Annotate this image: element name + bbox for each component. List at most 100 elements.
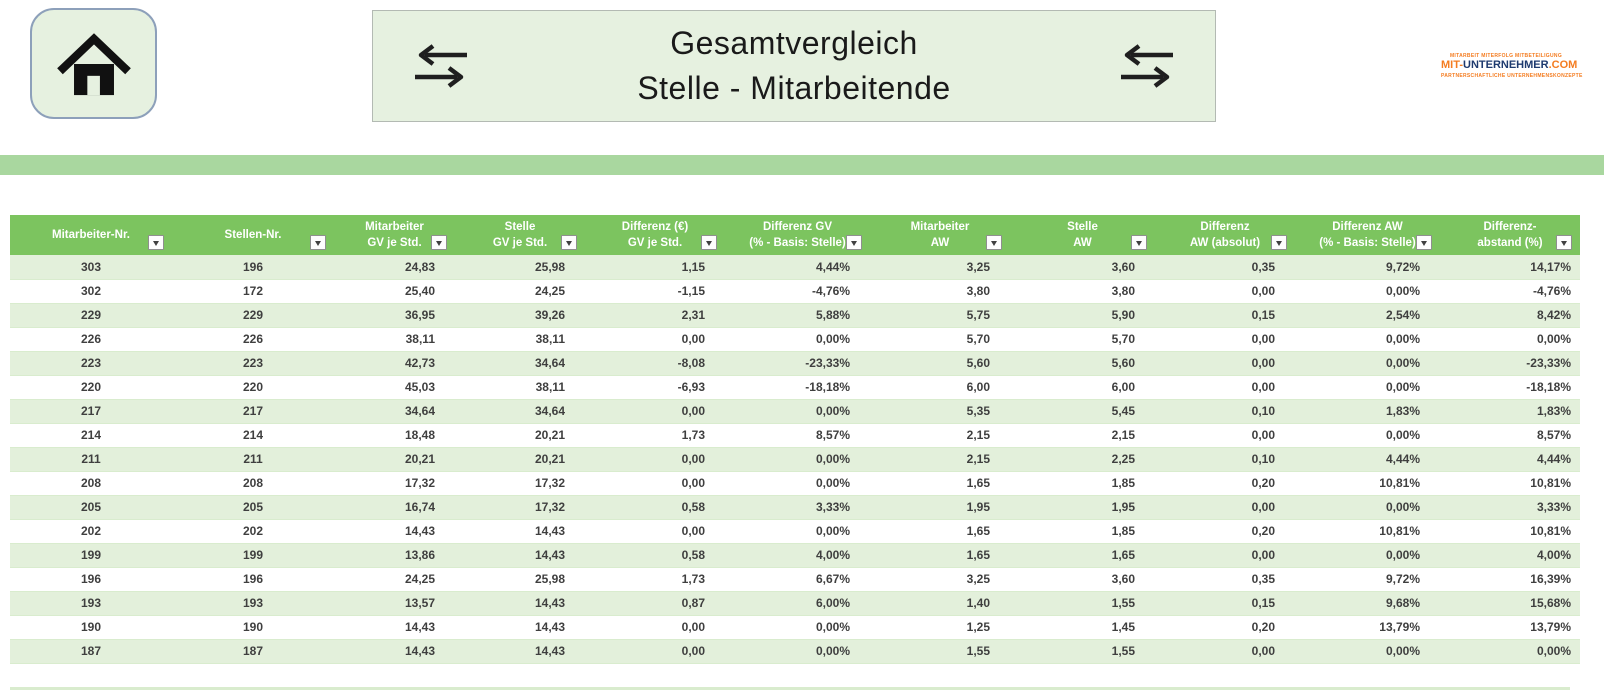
- cell-mitarbeiter-aw[interactable]: 3,25: [966, 259, 990, 274]
- cell-differenz-eur-gv[interactable]: 0,58: [681, 548, 705, 562]
- cell-differenz-gv-pct[interactable]: 0,00%: [815, 452, 850, 466]
- cell-stellen-nr[interactable]: 229: [242, 308, 264, 322]
- cell-differenz-gv-pct[interactable]: 0,00%: [815, 644, 850, 658]
- cell-differenz-eur-gv[interactable]: 2,31: [681, 308, 705, 322]
- cell-stelle-aw[interactable]: 2,25: [1111, 452, 1135, 466]
- cell-mitarbeiter-nr[interactable]: 193: [80, 596, 102, 610]
- cell-differenz-aw-absolut[interactable]: 0,00: [1251, 332, 1275, 346]
- filter-dropdown-stellen-nr[interactable]: [310, 235, 326, 250]
- cell-mitarbeiter-gv[interactable]: 14,43: [404, 644, 435, 658]
- cell-differenz-aw-absolut[interactable]: 0,00: [1251, 428, 1275, 442]
- cell-mitarbeiter-nr[interactable]: 208: [80, 476, 102, 490]
- cell-mitarbeiter-gv[interactable]: 18,48: [404, 428, 435, 442]
- cell-stellen-nr[interactable]: 199: [242, 548, 264, 562]
- cell-differenz-aw-absolut[interactable]: 0,20: [1251, 476, 1275, 490]
- cell-stelle-gv[interactable]: 38,11: [535, 380, 565, 394]
- cell-differenz-aw-absolut[interactable]: 0,35: [1251, 259, 1275, 274]
- cell-stelle-gv[interactable]: 17,32: [534, 500, 565, 514]
- cell-differenz-aw-absolut[interactable]: 0,20: [1251, 524, 1275, 538]
- cell-differenz-gv-pct[interactable]: -4,76%: [811, 284, 850, 298]
- cell-differenz-aw-pct[interactable]: 9,72%: [1385, 259, 1420, 274]
- swap-arrows-right-icon[interactable]: [1117, 43, 1177, 89]
- cell-stelle-gv[interactable]: 14,43: [534, 596, 565, 610]
- cell-stelle-aw[interactable]: 3,60: [1111, 259, 1135, 274]
- cell-mitarbeiter-aw[interactable]: 2,15: [966, 452, 990, 466]
- cell-mitarbeiter-gv[interactable]: 17,32: [404, 476, 435, 490]
- cell-stellen-nr[interactable]: 172: [242, 284, 264, 298]
- cell-stelle-aw[interactable]: 1,55: [1111, 644, 1135, 658]
- cell-differenzabstand-pct[interactable]: 16,39%: [1530, 572, 1571, 586]
- cell-mitarbeiter-nr[interactable]: 229: [80, 308, 102, 322]
- cell-stelle-aw[interactable]: 3,60: [1111, 572, 1135, 586]
- cell-differenz-aw-pct[interactable]: 0,00%: [1385, 500, 1420, 514]
- cell-differenz-gv-pct[interactable]: -18,18%: [805, 380, 850, 394]
- cell-stelle-gv[interactable]: 25,98: [534, 259, 565, 274]
- cell-mitarbeiter-aw[interactable]: 1,65: [966, 476, 990, 490]
- cell-stelle-gv[interactable]: 34,64: [534, 356, 565, 370]
- cell-differenz-aw-absolut[interactable]: 0,20: [1251, 620, 1275, 634]
- cell-differenzabstand-pct[interactable]: 8,42%: [1536, 308, 1571, 322]
- cell-mitarbeiter-nr[interactable]: 302: [80, 284, 102, 298]
- cell-differenz-eur-gv[interactable]: 0,00: [681, 404, 705, 418]
- cell-mitarbeiter-nr[interactable]: 190: [80, 620, 102, 634]
- cell-mitarbeiter-nr[interactable]: 223: [80, 356, 102, 370]
- cell-mitarbeiter-aw[interactable]: 1,25: [966, 620, 990, 634]
- cell-mitarbeiter-gv[interactable]: 13,57: [404, 596, 435, 610]
- cell-mitarbeiter-nr[interactable]: 202: [80, 524, 102, 538]
- cell-differenz-aw-pct[interactable]: 0,00%: [1385, 548, 1420, 562]
- cell-differenz-aw-absolut[interactable]: 0,00: [1251, 548, 1275, 562]
- cell-differenz-aw-pct[interactable]: 0,00%: [1385, 428, 1420, 442]
- cell-differenz-aw-pct[interactable]: 0,00%: [1385, 644, 1420, 658]
- cell-mitarbeiter-nr[interactable]: 220: [80, 380, 102, 394]
- cell-stelle-gv[interactable]: 20,21: [534, 428, 565, 442]
- cell-differenz-aw-pct[interactable]: 10,81%: [1379, 476, 1420, 490]
- cell-mitarbeiter-gv[interactable]: 24,25: [404, 572, 435, 586]
- cell-stellen-nr[interactable]: 202: [242, 524, 264, 538]
- cell-mitarbeiter-nr[interactable]: 187: [80, 644, 102, 658]
- cell-mitarbeiter-nr[interactable]: 211: [81, 452, 101, 466]
- cell-differenz-eur-gv[interactable]: 0,00: [681, 452, 705, 466]
- cell-differenz-gv-pct[interactable]: 4,00%: [815, 548, 850, 562]
- cell-differenz-gv-pct[interactable]: 6,67%: [815, 572, 850, 586]
- cell-mitarbeiter-aw[interactable]: 5,35: [966, 404, 990, 418]
- cell-mitarbeiter-nr[interactable]: 205: [80, 500, 102, 514]
- cell-differenz-gv-pct[interactable]: 0,00%: [815, 620, 850, 634]
- cell-mitarbeiter-gv[interactable]: 16,74: [404, 500, 435, 514]
- cell-stelle-aw[interactable]: 5,70: [1111, 332, 1135, 346]
- cell-mitarbeiter-gv[interactable]: 45,03: [404, 380, 435, 394]
- cell-stellen-nr[interactable]: 196: [242, 259, 264, 274]
- cell-stelle-aw[interactable]: 1,95: [1111, 500, 1135, 514]
- cell-stelle-aw[interactable]: 5,60: [1111, 356, 1135, 370]
- cell-differenz-aw-pct[interactable]: 0,00%: [1385, 332, 1420, 346]
- cell-stellen-nr[interactable]: 220: [242, 380, 264, 394]
- cell-differenzabstand-pct[interactable]: 8,57%: [1536, 428, 1571, 442]
- cell-stelle-gv[interactable]: 14,43: [534, 524, 565, 538]
- cell-differenz-aw-pct[interactable]: 0,00%: [1385, 356, 1420, 370]
- cell-mitarbeiter-aw[interactable]: 1,40: [966, 596, 990, 610]
- cell-differenz-aw-absolut[interactable]: 0,00: [1251, 284, 1275, 298]
- cell-stelle-gv[interactable]: 39,26: [534, 308, 565, 322]
- cell-differenzabstand-pct[interactable]: 10,81%: [1530, 524, 1571, 538]
- cell-differenz-gv-pct[interactable]: 0,00%: [815, 404, 850, 418]
- filter-dropdown-stelle-gv[interactable]: [561, 235, 577, 250]
- cell-mitarbeiter-nr[interactable]: 226: [80, 332, 102, 346]
- cell-differenz-aw-absolut[interactable]: 0,35: [1251, 572, 1275, 586]
- cell-stellen-nr[interactable]: 223: [242, 356, 264, 370]
- cell-differenzabstand-pct[interactable]: 1,83%: [1536, 404, 1571, 418]
- cell-differenz-eur-gv[interactable]: -6,93: [677, 380, 705, 394]
- cell-differenz-aw-pct[interactable]: 0,00%: [1385, 380, 1420, 394]
- cell-mitarbeiter-aw[interactable]: 1,65: [966, 548, 990, 562]
- cell-mitarbeiter-aw[interactable]: 5,75: [966, 308, 990, 322]
- cell-differenz-gv-pct[interactable]: 0,00%: [815, 476, 850, 490]
- cell-differenz-aw-pct[interactable]: 13,79%: [1379, 620, 1420, 634]
- cell-differenz-eur-gv[interactable]: 0,58: [681, 500, 705, 514]
- cell-stelle-aw[interactable]: 1,85: [1111, 524, 1135, 538]
- swap-arrows-left-icon[interactable]: [411, 43, 471, 89]
- cell-differenzabstand-pct[interactable]: -23,33%: [1526, 356, 1571, 370]
- cell-stellen-nr[interactable]: 190: [242, 620, 264, 634]
- cell-mitarbeiter-aw[interactable]: 5,60: [966, 356, 990, 370]
- cell-stellen-nr[interactable]: 211: [243, 452, 263, 466]
- cell-differenz-eur-gv[interactable]: -1,15: [677, 284, 705, 298]
- cell-differenz-gv-pct[interactable]: 6,00%: [815, 596, 850, 610]
- cell-differenz-gv-pct[interactable]: 0,00%: [815, 332, 850, 346]
